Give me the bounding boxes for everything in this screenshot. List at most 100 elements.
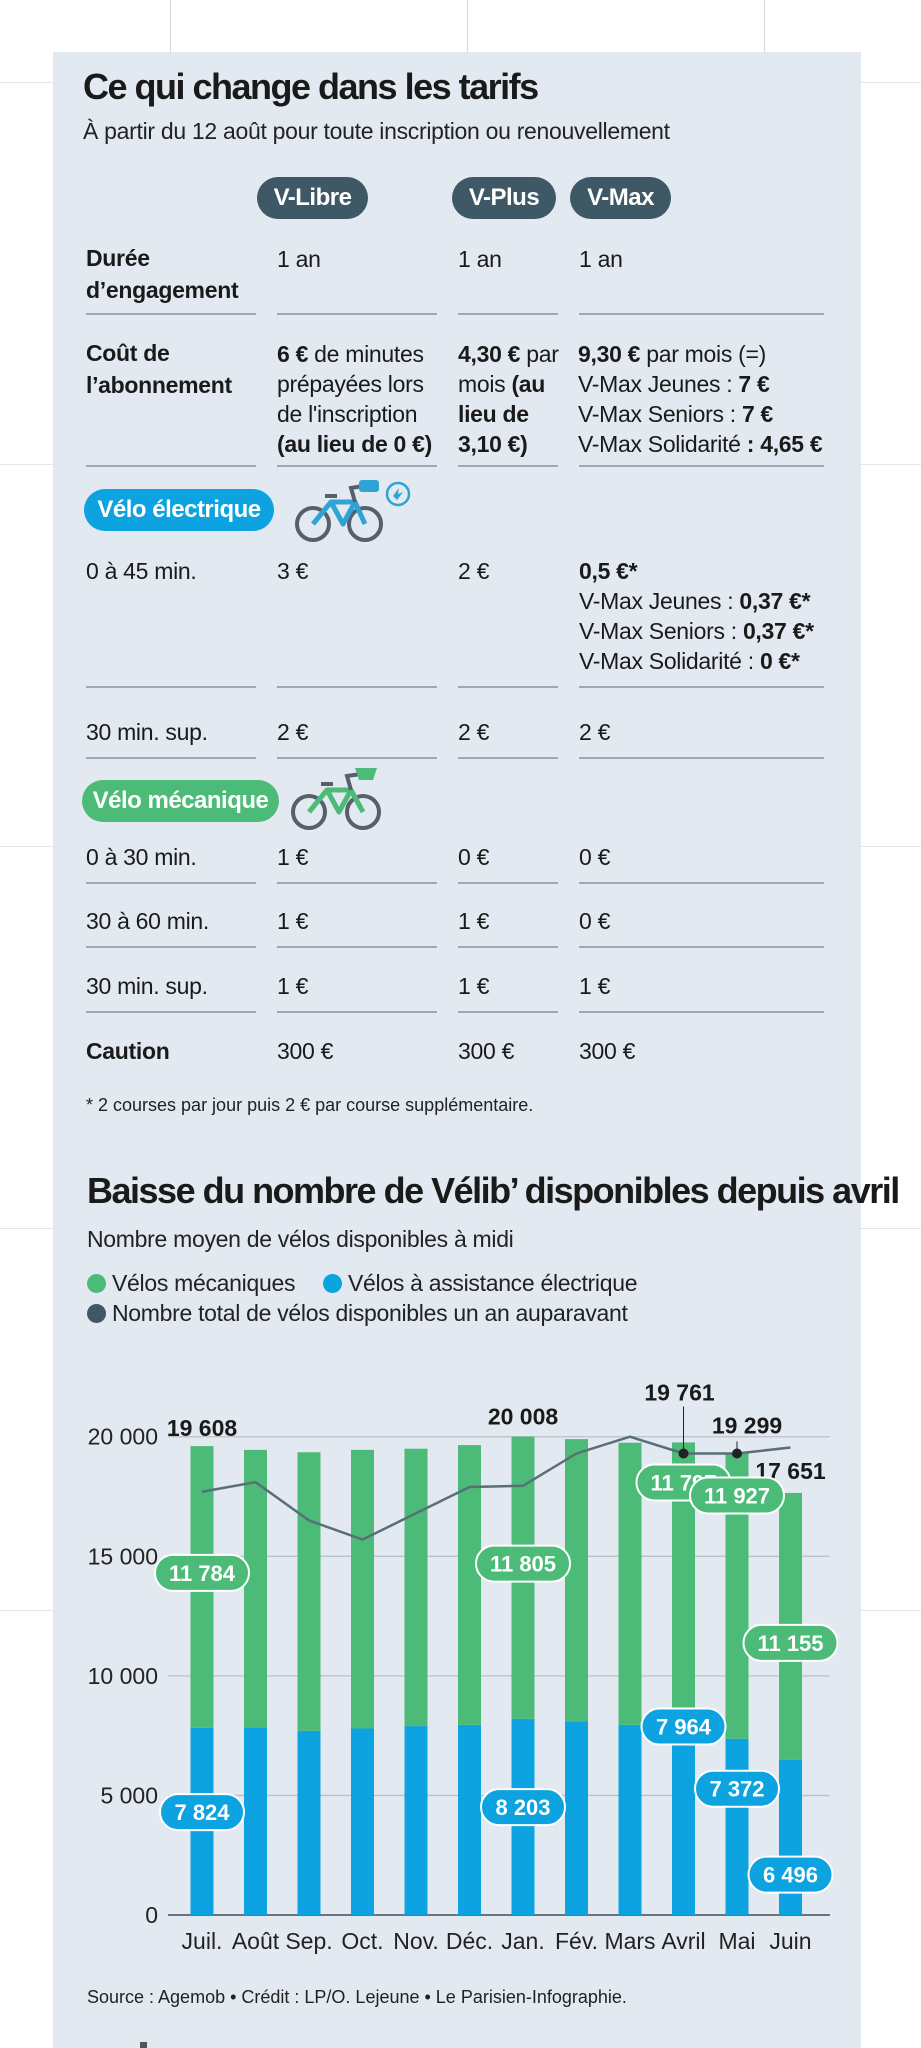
row-divider: [579, 313, 824, 315]
electrique-row1-vlibre: 3 €: [277, 558, 309, 584]
abonnement-vlibre-text: de minutes prépayées lors de l'inscripti…: [277, 341, 424, 427]
legend-label: Vélos mécaniques: [112, 1270, 296, 1296]
x-tick-label: Déc.: [446, 1928, 493, 1954]
value-bubble: [742, 1623, 839, 1662]
electrique-vmax-seniors-label: V-Max Seniors :: [579, 618, 743, 644]
engagement-label: Durée d’engagement: [86, 245, 239, 303]
vmax-solidarite-label: V-Max Solidarité: [578, 431, 747, 457]
electrique-row2-label: 30 min. sup.: [86, 719, 208, 745]
total-marker: [732, 1448, 742, 1459]
x-tick-label: Avril: [661, 1928, 705, 1954]
mecanique-row2-vmax: 0 €: [579, 908, 611, 934]
row-divider: [579, 757, 824, 759]
electrique-row2-vmax: 2 €: [579, 719, 611, 745]
legend-item-total-annee-precedente: Nombre total de vélos disponibles un an …: [87, 1300, 628, 1327]
electrique-row2-vplus: 2 €: [458, 719, 490, 745]
line-total-annee-precedente: [201, 1435, 791, 1541]
electrique-vmax-seniors-value: 0,37 €*: [742, 618, 814, 644]
bar-electrique: [297, 1730, 321, 1915]
electrique-row1-label: 0 à 45 min.: [86, 558, 197, 584]
row-divider: [277, 465, 437, 467]
row-divider: [277, 882, 437, 884]
value-bubble-label: 7 964: [656, 1715, 712, 1740]
y-tick-label: 10 000: [88, 1663, 158, 1689]
plan-vmax-pill: V-Max: [570, 177, 671, 219]
value-bubble-label: 11 155: [757, 1631, 823, 1656]
value-bubble-label: 11 927: [704, 1484, 770, 1509]
x-tick-label: Mai: [718, 1928, 755, 1954]
legend-item-mecaniques: Vélos mécaniques: [87, 1270, 295, 1297]
vmax-price-text: par mois (=): [640, 341, 766, 367]
value-bubble: [159, 1793, 245, 1832]
bar-mecanique: [672, 1442, 695, 1725]
value-bubble: [694, 1769, 780, 1808]
total-label: 19 299: [712, 1413, 782, 1439]
vmax-price: 9,30 €: [578, 341, 641, 367]
row-divider: [86, 882, 256, 884]
value-bubble: [480, 1788, 566, 1827]
abonnement-vlibre: 6 € de minutes prépayées lors de l'inscr…: [277, 339, 452, 459]
abonnement-label: Coût de l’abonnement: [86, 340, 232, 398]
row-divider: [86, 465, 256, 467]
bar-mecanique: [351, 1449, 374, 1729]
value-bubble-label: 6 496: [763, 1863, 818, 1888]
engagement-vplus: 1 an: [458, 246, 502, 272]
value-bubble: [154, 1553, 250, 1592]
x-tick-label: Nov.: [393, 1928, 439, 1954]
row-divider: [277, 946, 437, 948]
bar-electrique: [404, 1726, 428, 1915]
value-bubble-label: 8 203: [495, 1795, 550, 1820]
x-tick-label: Mars: [604, 1928, 655, 1954]
row-divider: [86, 757, 256, 759]
plan-vlibre-pill: V-Libre: [257, 177, 368, 219]
electric-bike-icon: [295, 480, 411, 542]
row-divider: [458, 465, 558, 467]
bar-electrique: [244, 1727, 267, 1915]
electrique-vmax-price: 0,5 €*: [579, 558, 638, 584]
bar-electrique: [458, 1724, 481, 1915]
bar-electrique: [351, 1728, 374, 1915]
velo-electrique-pill: Vélo électrique: [84, 489, 274, 531]
mecanique-row2-vplus: 1 €: [458, 908, 490, 934]
electrique-row1-vmax: 0,5 €* V-Max Jeunes : 0,37 €* V-Max Seni…: [579, 556, 849, 676]
mecanique-row1-vplus: 0 €: [458, 844, 490, 870]
total-label: 20 008: [488, 1404, 559, 1430]
row-divider: [458, 757, 558, 759]
cropped-chart-edge: [140, 2042, 840, 2048]
row-divider: [86, 946, 256, 948]
row-divider: [458, 1011, 558, 1013]
electrique-vmax-jeunes-label: V-Max Jeunes :: [579, 588, 740, 614]
row-divider: [579, 465, 824, 467]
tarifs-title: Ce qui change dans les tarifs: [83, 66, 539, 107]
mecanique-row3-vplus: 1 €: [458, 973, 490, 999]
mecanique-row1-vlibre: 1 €: [277, 844, 309, 870]
electrique-vmax-solidarite-label: V-Max Solidarité :: [579, 648, 760, 674]
total-label: 19 761: [644, 1379, 715, 1405]
abonnement-vlibre-old: (au lieu de 0 €): [277, 431, 432, 457]
bar-mecanique: [618, 1442, 642, 1725]
bar-mecanique: [565, 1439, 588, 1722]
value-bubble-label: 7 372: [709, 1777, 764, 1802]
mecanique-row2-label: 30 à 60 min.: [86, 908, 209, 934]
row-divider: [579, 882, 824, 884]
row-divider: [86, 686, 256, 688]
value-bubble: [689, 1476, 785, 1515]
y-tick-label: 20 000: [88, 1424, 158, 1450]
electrique-row2-vlibre: 2 €: [277, 719, 309, 745]
caution-vmax: 300 €: [579, 1038, 636, 1064]
row-divider: [579, 686, 824, 688]
value-bubble-label: 7 824: [174, 1800, 230, 1825]
vmax-seniors-label: V-Max Seniors :: [578, 401, 742, 427]
plan-vplus-pill: V-Plus: [452, 177, 556, 219]
row-divider: [277, 757, 437, 759]
caution-vplus: 300 €: [458, 1038, 515, 1064]
x-tick-label: Juin: [769, 1928, 811, 1954]
vmax-solidarite-value: : 4,65 €: [746, 431, 823, 457]
value-bubble-label: 11 805: [490, 1552, 556, 1577]
value-bubble: [640, 1707, 727, 1746]
y-tick-label: 15 000: [88, 1543, 158, 1569]
y-tick-label: 0: [145, 1902, 158, 1928]
tarifs-footnote: * 2 courses par jour puis 2 € par course…: [86, 1095, 534, 1115]
row-divider: [579, 1011, 824, 1013]
vmax-seniors-value: 7 €: [741, 401, 774, 427]
